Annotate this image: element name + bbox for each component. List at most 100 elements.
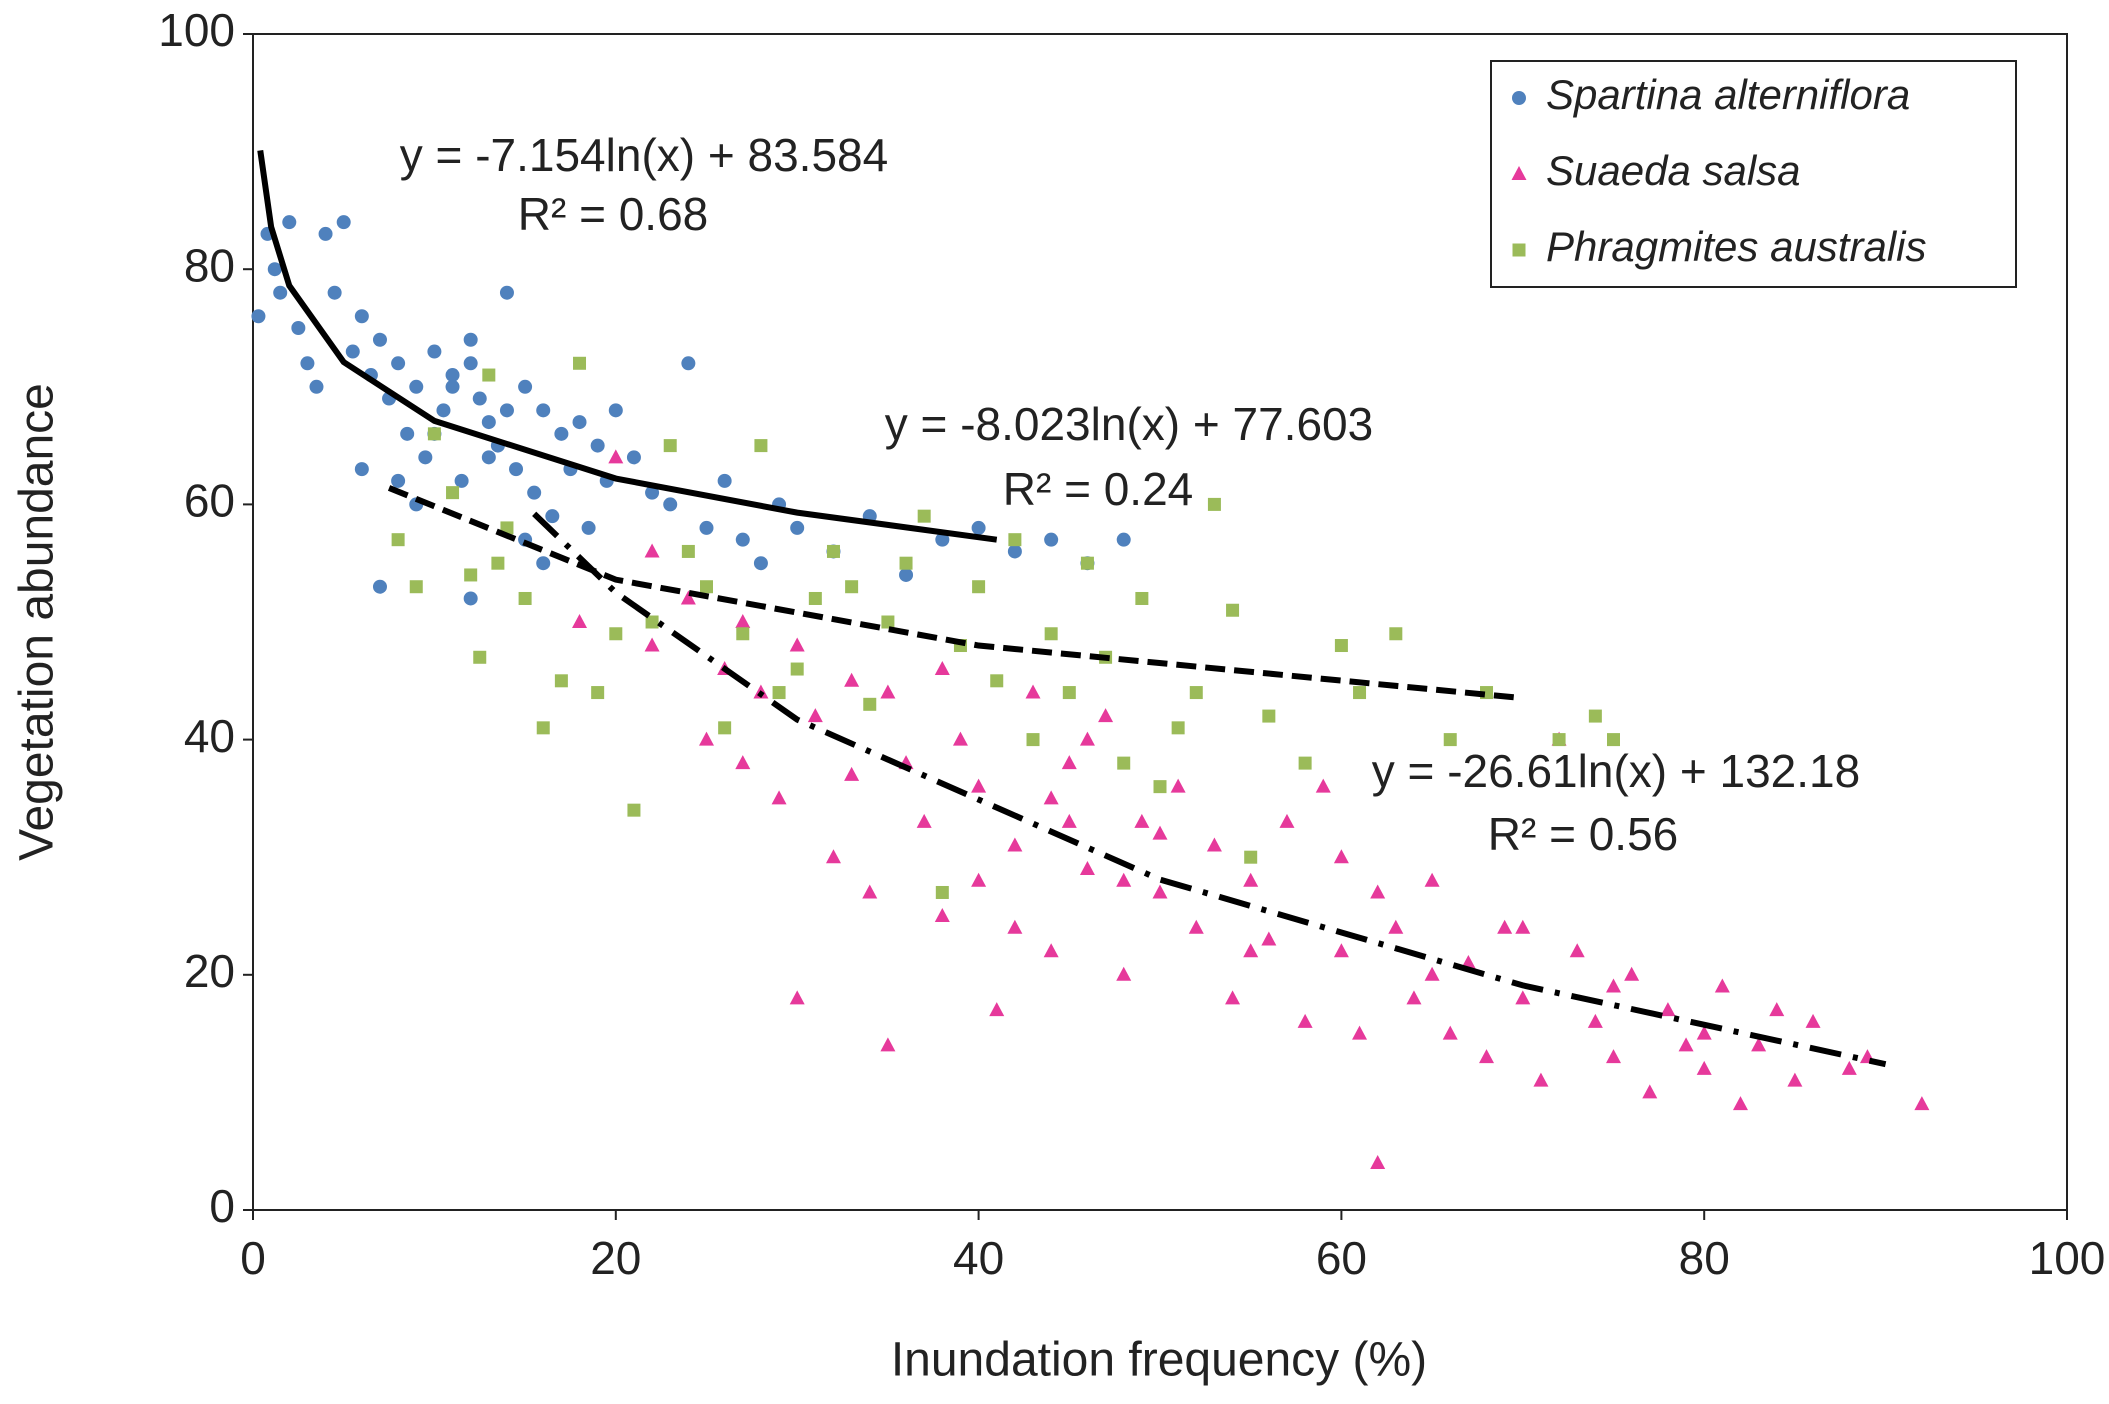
point (1370, 1154, 1386, 1169)
point (1606, 978, 1621, 993)
point (372, 579, 387, 594)
point (273, 285, 288, 300)
point (464, 568, 478, 582)
point (1587, 1013, 1603, 1028)
point (608, 449, 624, 464)
point (1261, 931, 1277, 946)
point (1678, 1037, 1694, 1052)
x-tick-label: 100 (2029, 1232, 2106, 1284)
point (1370, 884, 1386, 899)
point (1026, 733, 1040, 747)
point (536, 403, 551, 418)
trendline (387, 485, 1515, 701)
point (336, 215, 351, 230)
point (735, 532, 750, 547)
point (1116, 872, 1132, 887)
point (1116, 966, 1132, 981)
point (1479, 1049, 1495, 1064)
point (754, 439, 768, 453)
point (753, 556, 768, 571)
point (251, 309, 266, 324)
point (1098, 708, 1114, 723)
point (400, 426, 415, 441)
point (427, 344, 442, 359)
x-tick-label: 0 (240, 1232, 266, 1284)
point (518, 591, 532, 605)
point (1262, 709, 1276, 723)
point (527, 485, 542, 500)
trend-r2: R² = 0.56 (1488, 808, 1679, 860)
point (1751, 1037, 1767, 1052)
point (354, 462, 369, 477)
point (545, 509, 560, 524)
point (863, 697, 877, 711)
point (790, 662, 804, 676)
point (1588, 709, 1602, 723)
point (1787, 1072, 1803, 1087)
point (844, 672, 860, 687)
point (345, 344, 360, 359)
trendline (257, 150, 998, 543)
point (1515, 919, 1531, 934)
point (463, 356, 478, 371)
point (990, 674, 1004, 688)
point (826, 544, 840, 558)
point (1152, 825, 1168, 840)
point (772, 686, 786, 700)
point (491, 556, 505, 570)
point (1352, 1025, 1368, 1040)
point (1043, 790, 1059, 805)
point (1135, 591, 1149, 605)
y-axis-label: Vegetation abundance (11, 383, 64, 861)
point (1642, 1084, 1658, 1099)
legend-marker (1511, 166, 1527, 180)
point (626, 450, 641, 465)
x-tick-label: 80 (1679, 1232, 1730, 1284)
point (1117, 756, 1131, 770)
point (644, 637, 660, 652)
y-tick-label: 20 (184, 945, 235, 997)
point (581, 520, 596, 535)
point (1043, 943, 1059, 958)
point (1841, 1060, 1857, 1075)
point (572, 614, 588, 628)
point (1226, 603, 1240, 617)
point (436, 403, 451, 418)
point (1714, 978, 1730, 993)
point (427, 427, 441, 441)
point (916, 813, 932, 828)
y-tick-label: 40 (184, 710, 235, 762)
point (291, 321, 306, 335)
point (1389, 627, 1403, 641)
legend-marker (1512, 91, 1526, 105)
point (1152, 884, 1168, 899)
point (1353, 686, 1367, 700)
point (463, 591, 478, 606)
point (1079, 860, 1095, 875)
point (681, 356, 696, 371)
point (1607, 733, 1620, 747)
point (663, 497, 678, 512)
point (1297, 1013, 1313, 1028)
point (354, 309, 369, 324)
point (1189, 686, 1203, 700)
x-tick-label: 20 (590, 1232, 641, 1284)
x-axis-label: Inundation frequency (%) (891, 1334, 1427, 1387)
point (372, 332, 387, 347)
point (391, 473, 406, 488)
point (1044, 627, 1058, 641)
point (446, 486, 460, 500)
point (1914, 1096, 1930, 1111)
point (1170, 778, 1186, 793)
point (554, 426, 569, 441)
point (1207, 497, 1221, 511)
point (463, 332, 478, 347)
point (680, 590, 696, 605)
point (645, 485, 660, 500)
point (1497, 919, 1513, 934)
point (825, 849, 841, 864)
point (499, 403, 514, 418)
point (1732, 1096, 1748, 1111)
point (1061, 755, 1077, 770)
point (445, 379, 460, 394)
